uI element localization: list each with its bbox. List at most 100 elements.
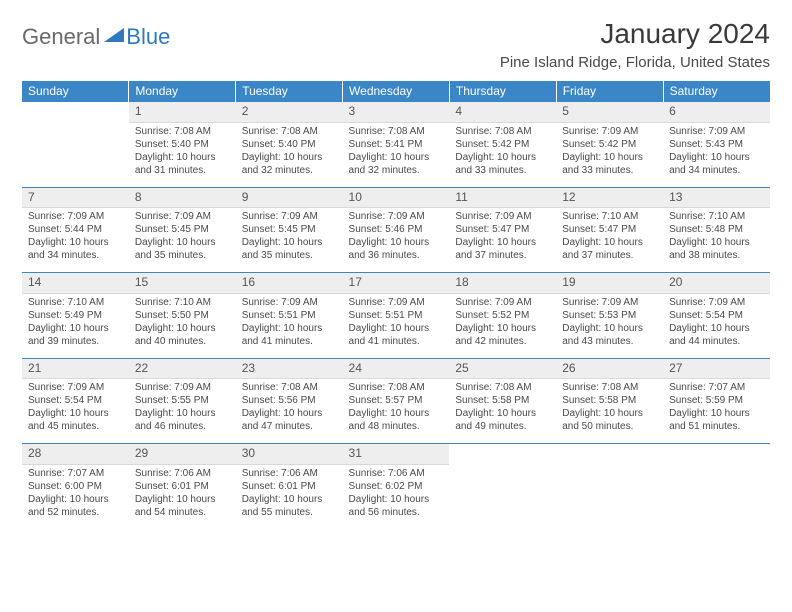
sunrise-text: Sunrise: 7:09 AM xyxy=(562,296,657,309)
day-number-cell xyxy=(663,444,770,465)
sunset-text: Sunset: 5:52 PM xyxy=(455,309,550,322)
day-detail-cell: Sunrise: 7:10 AMSunset: 5:49 PMDaylight:… xyxy=(22,293,129,358)
daylight-text: Daylight: 10 hours and 35 minutes. xyxy=(135,236,230,262)
sunrise-text: Sunrise: 7:08 AM xyxy=(349,125,444,138)
sunset-text: Sunset: 5:42 PM xyxy=(455,138,550,151)
sunset-text: Sunset: 5:55 PM xyxy=(135,394,230,407)
weekday-header: Tuesday xyxy=(236,81,343,102)
sunrise-text: Sunrise: 7:06 AM xyxy=(135,467,230,480)
day-number-cell: 11 xyxy=(449,187,556,208)
weekday-header: Monday xyxy=(129,81,236,102)
sunset-text: Sunset: 5:53 PM xyxy=(562,309,657,322)
day-detail-cell: Sunrise: 7:09 AMSunset: 5:54 PMDaylight:… xyxy=(663,293,770,358)
daylight-text: Daylight: 10 hours and 41 minutes. xyxy=(349,322,444,348)
day-detail-cell: Sunrise: 7:09 AMSunset: 5:55 PMDaylight:… xyxy=(129,379,236,444)
day-detail-cell: Sunrise: 7:09 AMSunset: 5:46 PMDaylight:… xyxy=(343,208,450,273)
sunrise-text: Sunrise: 7:08 AM xyxy=(135,125,230,138)
sunrise-text: Sunrise: 7:08 AM xyxy=(242,381,337,394)
day-number-cell: 8 xyxy=(129,187,236,208)
day-detail-cell: Sunrise: 7:08 AMSunset: 5:56 PMDaylight:… xyxy=(236,379,343,444)
day-number-cell: 9 xyxy=(236,187,343,208)
daylight-text: Daylight: 10 hours and 33 minutes. xyxy=(562,151,657,177)
daylight-text: Daylight: 10 hours and 42 minutes. xyxy=(455,322,550,348)
daylight-text: Daylight: 10 hours and 37 minutes. xyxy=(455,236,550,262)
day-number-cell: 18 xyxy=(449,273,556,294)
day-detail-cell xyxy=(22,122,129,187)
day-number-cell: 29 xyxy=(129,444,236,465)
weekday-header: Saturday xyxy=(663,81,770,102)
day-number-cell: 2 xyxy=(236,102,343,123)
day-number-cell: 23 xyxy=(236,358,343,379)
sunrise-text: Sunrise: 7:08 AM xyxy=(562,381,657,394)
daylight-text: Daylight: 10 hours and 48 minutes. xyxy=(349,407,444,433)
day-number-cell: 22 xyxy=(129,358,236,379)
sunset-text: Sunset: 5:41 PM xyxy=(349,138,444,151)
day-detail-cell: Sunrise: 7:09 AMSunset: 5:51 PMDaylight:… xyxy=(236,293,343,358)
daylight-text: Daylight: 10 hours and 35 minutes. xyxy=(242,236,337,262)
sunrise-text: Sunrise: 7:09 AM xyxy=(28,210,123,223)
day-detail-cell: Sunrise: 7:09 AMSunset: 5:51 PMDaylight:… xyxy=(343,293,450,358)
day-number-cell: 10 xyxy=(343,187,450,208)
sunset-text: Sunset: 5:40 PM xyxy=(135,138,230,151)
daynum-row: 28293031 xyxy=(22,444,770,465)
day-number-cell: 27 xyxy=(663,358,770,379)
day-number-cell xyxy=(22,102,129,123)
daylight-text: Daylight: 10 hours and 34 minutes. xyxy=(669,151,764,177)
day-number-cell: 31 xyxy=(343,444,450,465)
sunset-text: Sunset: 5:50 PM xyxy=(135,309,230,322)
day-number-cell: 19 xyxy=(556,273,663,294)
day-detail-cell: Sunrise: 7:08 AMSunset: 5:40 PMDaylight:… xyxy=(236,122,343,187)
daylight-text: Daylight: 10 hours and 39 minutes. xyxy=(28,322,123,348)
sunrise-text: Sunrise: 7:09 AM xyxy=(669,125,764,138)
sunset-text: Sunset: 5:47 PM xyxy=(562,223,657,236)
sunrise-text: Sunrise: 7:09 AM xyxy=(135,210,230,223)
daylight-text: Daylight: 10 hours and 54 minutes. xyxy=(135,493,230,519)
day-detail-cell: Sunrise: 7:09 AMSunset: 5:43 PMDaylight:… xyxy=(663,122,770,187)
calendar-page: General Blue January 2024 Pine Island Ri… xyxy=(0,0,792,547)
daylight-text: Daylight: 10 hours and 49 minutes. xyxy=(455,407,550,433)
weekday-header-row: Sunday Monday Tuesday Wednesday Thursday… xyxy=(22,81,770,102)
day-number-cell: 7 xyxy=(22,187,129,208)
sunrise-text: Sunrise: 7:08 AM xyxy=(242,125,337,138)
sunset-text: Sunset: 5:58 PM xyxy=(455,394,550,407)
sunrise-text: Sunrise: 7:06 AM xyxy=(242,467,337,480)
sunset-text: Sunset: 5:54 PM xyxy=(669,309,764,322)
weekday-header: Thursday xyxy=(449,81,556,102)
sunrise-text: Sunrise: 7:08 AM xyxy=(455,381,550,394)
day-detail-cell: Sunrise: 7:10 AMSunset: 5:48 PMDaylight:… xyxy=(663,208,770,273)
day-detail-cell: Sunrise: 7:08 AMSunset: 5:57 PMDaylight:… xyxy=(343,379,450,444)
day-number-cell: 12 xyxy=(556,187,663,208)
sunset-text: Sunset: 5:51 PM xyxy=(242,309,337,322)
sunrise-text: Sunrise: 7:09 AM xyxy=(349,210,444,223)
daylight-text: Daylight: 10 hours and 50 minutes. xyxy=(562,407,657,433)
day-number-cell: 28 xyxy=(22,444,129,465)
day-detail-cell: Sunrise: 7:09 AMSunset: 5:54 PMDaylight:… xyxy=(22,379,129,444)
day-detail-cell: Sunrise: 7:06 AMSunset: 6:02 PMDaylight:… xyxy=(343,464,450,529)
daylight-text: Daylight: 10 hours and 43 minutes. xyxy=(562,322,657,348)
title-block: January 2024 Pine Island Ridge, Florida,… xyxy=(500,18,770,71)
day-detail-cell: Sunrise: 7:09 AMSunset: 5:47 PMDaylight:… xyxy=(449,208,556,273)
sunset-text: Sunset: 5:42 PM xyxy=(562,138,657,151)
day-number-cell: 4 xyxy=(449,102,556,123)
sunset-text: Sunset: 5:59 PM xyxy=(669,394,764,407)
detail-row: Sunrise: 7:07 AMSunset: 6:00 PMDaylight:… xyxy=(22,464,770,529)
sunrise-text: Sunrise: 7:10 AM xyxy=(669,210,764,223)
day-number-cell: 15 xyxy=(129,273,236,294)
day-detail-cell xyxy=(449,464,556,529)
sunrise-text: Sunrise: 7:06 AM xyxy=(349,467,444,480)
day-detail-cell: Sunrise: 7:06 AMSunset: 6:01 PMDaylight:… xyxy=(236,464,343,529)
sunset-text: Sunset: 5:45 PM xyxy=(242,223,337,236)
sunrise-text: Sunrise: 7:09 AM xyxy=(455,296,550,309)
day-number-cell: 24 xyxy=(343,358,450,379)
sunrise-text: Sunrise: 7:07 AM xyxy=(28,467,123,480)
sunset-text: Sunset: 6:01 PM xyxy=(135,480,230,493)
sunrise-text: Sunrise: 7:09 AM xyxy=(669,296,764,309)
day-detail-cell: Sunrise: 7:09 AMSunset: 5:45 PMDaylight:… xyxy=(236,208,343,273)
daynum-row: 78910111213 xyxy=(22,187,770,208)
daylight-text: Daylight: 10 hours and 31 minutes. xyxy=(135,151,230,177)
daylight-text: Daylight: 10 hours and 32 minutes. xyxy=(349,151,444,177)
sunset-text: Sunset: 5:58 PM xyxy=(562,394,657,407)
day-number-cell: 21 xyxy=(22,358,129,379)
daylight-text: Daylight: 10 hours and 52 minutes. xyxy=(28,493,123,519)
day-detail-cell: Sunrise: 7:10 AMSunset: 5:50 PMDaylight:… xyxy=(129,293,236,358)
